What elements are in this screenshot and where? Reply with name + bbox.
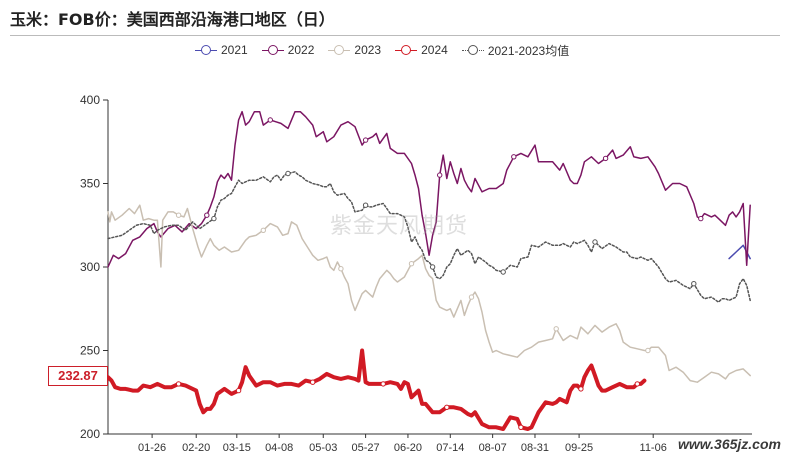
legend-marker-icon (195, 44, 217, 56)
legend-label: 2021-2023均值 (487, 43, 570, 58)
legend-label: 2021 (221, 43, 248, 57)
data-point-marker (698, 215, 704, 222)
legend-item[interactable]: 2024 (395, 43, 448, 57)
legend-label: 2024 (421, 43, 448, 57)
data-point-marker (602, 155, 609, 162)
data-point-marker (578, 386, 584, 392)
data-point-marker (362, 137, 369, 143)
series-line-2022 (107, 110, 751, 268)
data-point-marker (518, 424, 524, 430)
data-point-marker (175, 212, 182, 218)
data-point-marker (260, 227, 266, 234)
y-tick-label: 300 (80, 260, 100, 274)
data-point-marker (645, 347, 651, 354)
y-tick-label: 400 (80, 93, 100, 107)
title-divider (10, 35, 780, 36)
x-tick-label: 01-26 (138, 442, 166, 454)
data-point-marker (634, 381, 640, 387)
legend-item[interactable]: 2021-2023均值 (461, 42, 570, 59)
data-point-marker (362, 202, 369, 208)
y-tick-label: 200 (80, 427, 100, 441)
x-tick-label: 05-03 (309, 442, 337, 454)
data-point-marker (429, 264, 436, 270)
data-point-marker (437, 172, 443, 178)
last-value-label: 232.87 (48, 366, 108, 386)
series-line-2021-2023 (107, 171, 751, 303)
x-tick-label: 03-15 (223, 442, 251, 454)
x-tick-label: 02-20 (182, 442, 210, 454)
legend[interactable]: 2021 2022 2023 2024 2021-2023均值 (195, 40, 569, 60)
legend-marker-icon (328, 44, 351, 56)
x-tick-label: 06-20 (394, 442, 422, 454)
data-point-marker (511, 154, 517, 160)
data-point-marker (380, 381, 386, 387)
data-point-marker (285, 170, 291, 177)
x-tick-label: 05-27 (352, 442, 380, 454)
data-point-marker (553, 326, 559, 332)
legend-label: 2022 (287, 43, 315, 57)
legend-marker-icon (461, 44, 484, 56)
x-tick-label: 04-08 (265, 442, 293, 454)
series-line-2024 (106, 348, 647, 431)
x-tick-label: 08-07 (479, 442, 507, 454)
data-point-marker (468, 294, 475, 300)
data-point-marker (310, 379, 316, 385)
data-point-marker (211, 215, 217, 222)
watermark-text: 紫金天风期货 (330, 214, 469, 239)
data-point-marker (408, 261, 415, 267)
legend-label: 2023 (354, 43, 382, 57)
legend-item[interactable]: 2021 (195, 43, 248, 57)
legend-item[interactable]: 2022 (261, 43, 315, 57)
x-tick-label: 09-25 (565, 442, 593, 454)
legend-item[interactable]: 2023 (328, 43, 381, 57)
data-point-marker (235, 387, 242, 394)
data-point-marker (444, 404, 450, 410)
data-point-marker (175, 381, 182, 387)
data-point-marker (592, 239, 598, 245)
x-tick-label: 11-06 (640, 442, 667, 454)
legend-marker-icon (261, 44, 284, 56)
y-tick-label: 350 (80, 177, 100, 191)
legend-marker-icon (395, 44, 418, 56)
x-tick-label: 07-14 (436, 442, 464, 454)
data-point-marker (691, 281, 697, 287)
data-point-marker (338, 266, 344, 272)
chart-title: 玉米：FOB价：美国西部沿海港口地区（日） (10, 10, 335, 29)
data-point-marker (267, 117, 273, 123)
data-point-marker (500, 269, 506, 275)
data-point-marker (204, 212, 210, 218)
site-watermark: www.365jz.com (678, 436, 781, 452)
x-tick-label: 08-31 (521, 442, 549, 454)
y-tick-label: 250 (80, 344, 100, 358)
